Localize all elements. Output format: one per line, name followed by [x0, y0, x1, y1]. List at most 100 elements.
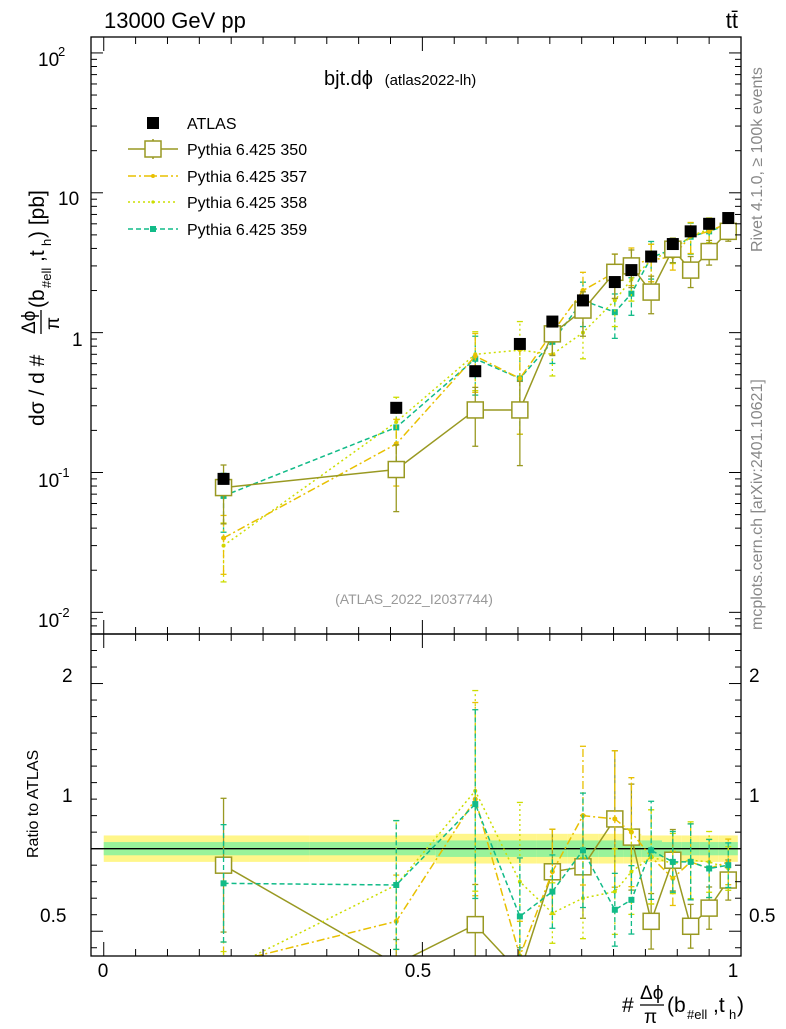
ratio-pythia-6-425-359-point: [579, 847, 586, 854]
main-atlas-point: [666, 238, 679, 251]
x-tick-labels: 0 0.5 1: [98, 961, 739, 982]
rtick-label-0p5: 0.5: [40, 906, 66, 927]
rtick-label-0p5-right: 0.5: [749, 906, 775, 927]
y-label-d: ) [pb]: [26, 190, 49, 238]
ratio-pythia-6-425-359-point: [669, 858, 676, 865]
legend-label-357: Pythia 6.425 357: [187, 169, 307, 186]
main-pythia-6-425-350-point: [681, 261, 700, 279]
mcplots-credit-label: mcplots.cern.ch [arXiv:2401.10621]: [749, 379, 766, 630]
plot-title-suffix: (atlas2022-lh): [385, 72, 477, 89]
x-axis-label: # Δϕ π (b #ell ,t h ): [622, 983, 744, 1028]
y-axis-label-ratio: Ratio to ATLAS: [25, 750, 42, 858]
main-atlas-point: [546, 315, 559, 328]
rtick-label-1-right: 1: [749, 786, 760, 807]
y-label-b: (b: [26, 289, 49, 308]
ratio-series-layer: [214, 689, 738, 981]
main-atlas-point: [576, 294, 589, 307]
ratio-pythia-6-425-359-point: [706, 865, 713, 872]
y-label-c: ,t: [26, 250, 49, 262]
ratio-pythia-6-425-359-point: [393, 881, 400, 888]
rtick-label-2: 2: [62, 666, 73, 687]
main-atlas-point: [469, 365, 482, 378]
main-pythia-6-425-350-point: [511, 401, 529, 419]
ratio-pythia-6-425-359-point: [628, 896, 635, 903]
main-atlas-point: [513, 337, 526, 350]
y-label-frac-num: Δϕ: [19, 311, 40, 334]
ratio-pythia-6-425-357-point: [612, 816, 618, 822]
main-atlas-point: [608, 276, 621, 289]
ratio-pythia-6-425-357-point: [221, 962, 226, 967]
ratio-pythia-6-425-359-point: [687, 858, 694, 865]
ratio-pythia-6-425-358-point: [517, 879, 522, 884]
ytick-label-1: 1: [72, 330, 83, 351]
legend-label-359: Pythia 6.425 359: [187, 222, 307, 239]
main-atlas-point: [722, 212, 735, 225]
main-pythia-6-425-359-point: [611, 309, 618, 316]
ratio-pythia-6-425-359-point: [220, 880, 227, 887]
legend-label-350: Pythia 6.425 350: [187, 142, 307, 159]
main-pythia-6-425-350-point: [642, 283, 660, 301]
y-label-sub1: #ell: [39, 268, 54, 288]
ratio-pythia-6-425-358-point: [550, 911, 555, 916]
main-pythia-6-425-358-point: [612, 298, 617, 303]
ratio-pythia-6-425-359-point: [549, 888, 556, 895]
main-pythia-6-425-357-point: [706, 228, 712, 234]
x-label-b: (b: [667, 994, 686, 1017]
xtick-label-0p5: 0.5: [405, 961, 431, 982]
ytick-label-1e-2: 10: [38, 611, 59, 632]
main-y-tick-labels: 10 -2 10 -1 1 10 10 2: [38, 44, 83, 632]
energy-label: 13000 GeV pp: [104, 8, 246, 33]
ratio-pythia-6-425-350-point: [466, 915, 485, 934]
main-pythia-6-425-350-point: [466, 401, 485, 419]
ratio-pythia-6-425-359-point: [725, 862, 732, 869]
main-series-layer: [214, 212, 738, 583]
ytick-label-1e-2-exp: -2: [58, 605, 70, 620]
legend-label-358: Pythia 6.425 358: [187, 195, 307, 212]
ratio-frame: [90, 633, 742, 957]
ratio-pythia-6-425-357-point: [628, 829, 634, 835]
main-pythia-6-425-357-point: [517, 375, 523, 381]
rivet-version-label: Rivet 4.1.0, ≥ 100k events: [749, 67, 766, 252]
ratio-pythia-6-425-359-point: [516, 913, 523, 920]
main-pythia-6-425-350-point: [387, 460, 405, 479]
y-label-frac-den: π: [43, 317, 64, 330]
plot-title-main: bjt.dϕ: [324, 68, 373, 90]
ratio-pythia-6-425-358-point: [629, 869, 634, 874]
legend-marker-350: [144, 140, 162, 158]
ratio-pythia-6-425-359-point: [648, 847, 655, 854]
x-label-c: ,t: [713, 994, 725, 1017]
ratio-y-tick-labels: 0.5 1 2 0.5 1 2: [40, 666, 775, 927]
ytick-label-1e2-exp: 2: [58, 44, 65, 59]
y-label-sub2: h: [39, 239, 54, 246]
main-atlas-point: [390, 401, 403, 414]
main-pythia-6-425-350-point: [719, 222, 738, 241]
main-pythia-6-425-357-point: [221, 535, 227, 541]
plot-title: bjt.dϕ (atlas2022-lh): [324, 68, 476, 90]
ratio-pythia-6-425-359-point: [472, 801, 479, 808]
ratio-pythia-6-425-350-point: [387, 955, 405, 956]
ratio-pythia-6-425-358-point: [222, 969, 226, 973]
legend-marker-358: [151, 200, 155, 204]
main-atlas-point: [217, 472, 230, 485]
main-pythia-6-425-357-point: [472, 353, 478, 359]
ratio-pythia-6-425-358-point: [612, 889, 617, 894]
legend-marker-357: [151, 174, 155, 178]
x-label-frac-den: π: [644, 1007, 657, 1024]
axes-layer: [90, 36, 742, 957]
legend-marker-atlas: [147, 117, 159, 129]
main-pythia-6-425-359-point: [628, 290, 635, 297]
y-axis-label-main: dσ / d # Δϕ π (b #ell ,t h ) [pb]: [19, 190, 64, 426]
x-label-frac-num: Δϕ: [640, 983, 663, 1004]
ytick-label-1e-1: 10: [38, 471, 59, 492]
x-label-sub2: h: [729, 1007, 736, 1022]
ratio-pythia-6-425-350-point: [512, 965, 528, 981]
ytick-label-1e-1-exp: -1: [58, 465, 70, 480]
main-pythia-6-425-350-point: [543, 325, 562, 343]
legend-marker-359: [150, 226, 156, 232]
analysis-tag: (ATLAS_2022_I2037744): [335, 591, 493, 607]
ratio-pythia-6-425-350-point: [642, 912, 660, 931]
ratio-pythia-6-425-359-point: [611, 906, 618, 913]
main-atlas-point: [684, 225, 697, 238]
rtick-label-1: 1: [62, 786, 73, 807]
